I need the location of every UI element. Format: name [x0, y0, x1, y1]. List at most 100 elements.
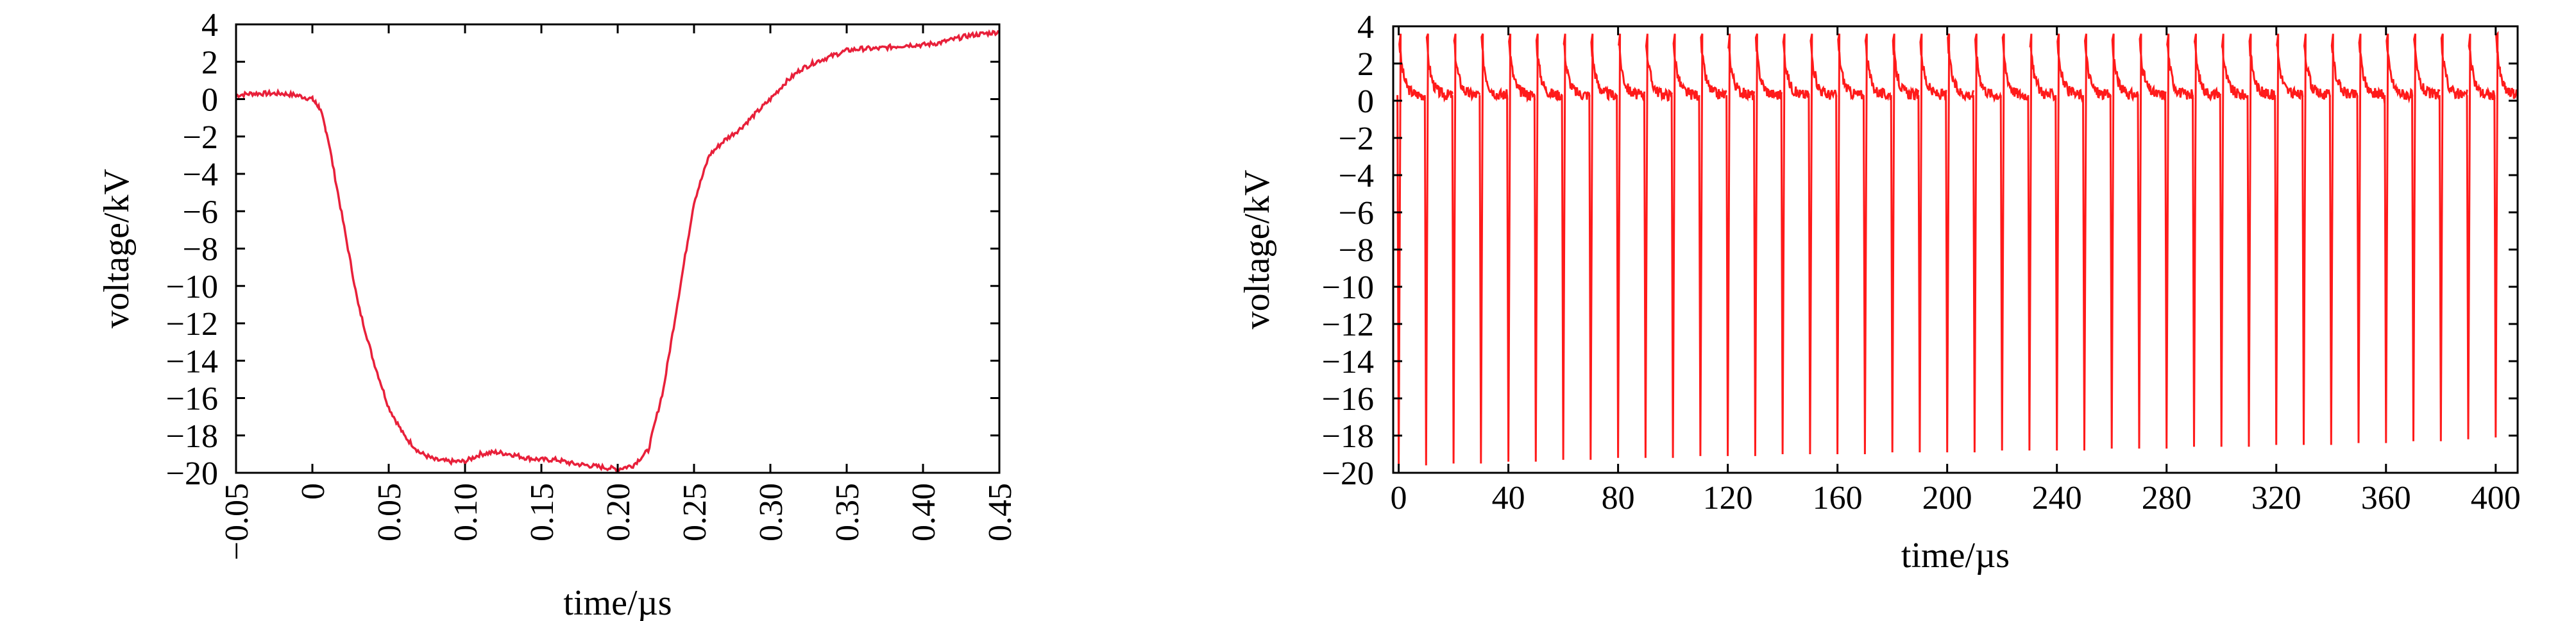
- pulse-spike: [1451, 33, 1481, 464]
- x-tick-label: 280: [2142, 480, 2192, 516]
- pulse-spike: [2082, 33, 2112, 451]
- pulse-spike: [1698, 33, 1727, 456]
- pulse-spike: [2328, 33, 2359, 445]
- left-x-tick-labels: −0.05 0 0.05 0.10 0.15 0.20 0.25 0.30 0.35 0.40 0.…: [219, 483, 1019, 560]
- y-tick-label: 2: [1357, 46, 1374, 83]
- y-tick-label: −4: [183, 157, 218, 193]
- pulse-spike: [2384, 33, 2414, 443]
- pulse-spike: [2301, 33, 2331, 445]
- pulse-spike: [1561, 33, 1591, 460]
- pulse-spike: [1945, 33, 1975, 453]
- y-tick-label: −18: [1322, 418, 1374, 455]
- y-tick-label: −14: [166, 343, 218, 380]
- y-tick-label: −8: [183, 232, 218, 268]
- y-tick-label: −20: [166, 455, 218, 492]
- y-tick-label: −8: [1339, 232, 1374, 269]
- y-tick-label: −12: [1322, 307, 1374, 343]
- x-tick-label: 80: [1602, 480, 1635, 516]
- pulse-spike: [1972, 33, 2002, 453]
- y-tick-label: −18: [166, 418, 218, 455]
- y-tick-label: −6: [183, 194, 218, 230]
- y-tick-label: −10: [1322, 269, 1374, 306]
- y-tick-label: −20: [1322, 455, 1374, 492]
- x-tick-label: 320: [2251, 480, 2301, 516]
- x-tick-label: 0.45: [982, 483, 1019, 541]
- pulse-spike: [2192, 33, 2221, 447]
- x-tick-label: 0.40: [906, 483, 942, 541]
- x-tick-label: 0.35: [829, 483, 866, 541]
- left-plot-frame: [235, 23, 1001, 474]
- y-tick-label: −12: [166, 306, 218, 343]
- pulse-spike: [2246, 33, 2276, 447]
- x-tick-label: 0.20: [600, 483, 637, 541]
- pulse-spike: [2055, 33, 2085, 451]
- pulse-spike: [1999, 33, 2029, 451]
- x-tick-label: 0: [1391, 480, 1407, 516]
- y-tick-label: 0: [1357, 83, 1374, 120]
- pulse-spike: [2219, 33, 2249, 447]
- x-tick-label: 200: [1922, 480, 1972, 516]
- right-y-axis-title: voltage/kV: [1237, 170, 1277, 330]
- pulse-spike: [1780, 33, 1810, 455]
- pulse-spike: [2164, 33, 2194, 449]
- right-y-tick-labels: 420−2−4−6−8−10−12−14−16−18−20: [1322, 9, 1374, 492]
- pulse-spike: [1725, 33, 1756, 456]
- x-tick-label: 0.05: [371, 483, 408, 541]
- y-tick-label: 2: [201, 44, 218, 81]
- pulse-spike: [2493, 31, 2518, 438]
- right-x-tick-labels: 0 40 80 120 160 200 240 280 320 360 400: [1391, 480, 2521, 516]
- pulse-spike: [1670, 33, 1700, 458]
- pulse-spike: [2109, 33, 2139, 449]
- y-tick-label: −2: [183, 119, 218, 156]
- x-tick-label: 40: [1492, 480, 1525, 516]
- x-tick-label: 0.30: [753, 483, 790, 541]
- x-tick-label: 120: [1703, 480, 1753, 516]
- chart-left: 420−2−4−6−8−10−12−14−16−18−20 −0.05 0 0.05…: [97, 7, 1019, 621]
- y-tick-label: −16: [166, 381, 218, 418]
- y-tick-label: −2: [1339, 121, 1374, 157]
- y-tick-label: 4: [201, 7, 218, 44]
- pulse-spike: [2137, 33, 2167, 449]
- pulse-spike: [1616, 33, 1646, 458]
- right-x-axis-title: time/µs: [1901, 536, 2010, 575]
- x-tick-label: 0: [295, 483, 332, 500]
- y-tick-label: −6: [1339, 195, 1374, 232]
- right-tick-marks: [1393, 25, 2518, 474]
- pulse-spike: [2411, 33, 2441, 441]
- x-tick-label: −0.05: [219, 483, 255, 560]
- chart-right: 420−2−4−6−8−10−12−14−16−18−20 0 40 80 120 16…: [1237, 9, 2521, 575]
- x-tick-label: 240: [2032, 480, 2082, 516]
- left-tick-marks: [235, 23, 1001, 474]
- x-tick-label: 160: [1813, 480, 1863, 516]
- y-tick-label: −4: [1339, 158, 1374, 194]
- left-y-tick-labels: 420−2−4−6−8−10−12−14−16−18−20: [166, 7, 218, 492]
- y-tick-label: −14: [1322, 344, 1374, 380]
- x-tick-label: 0.25: [677, 483, 713, 541]
- pulse-spike: [1506, 33, 1536, 462]
- pulse-spike: [2027, 33, 2057, 451]
- y-tick-label: −10: [166, 269, 218, 305]
- left-plot-layer: [235, 29, 1000, 473]
- x-tick-label: 360: [2361, 480, 2411, 516]
- pulse-spike: [1588, 33, 1618, 460]
- pulse-spike: [1890, 33, 1920, 453]
- pulse-spike: [2356, 33, 2386, 443]
- left-y-axis-title: voltage/kV: [97, 169, 137, 328]
- x-tick-label: 0.10: [448, 483, 484, 541]
- pulse-spike: [2274, 33, 2304, 445]
- pulse-spike: [1752, 33, 1783, 456]
- y-tick-label: 0: [201, 82, 218, 119]
- left-x-axis-title: time/µs: [563, 583, 672, 621]
- pulse-spike: [2466, 33, 2496, 439]
- pulse-spike: [1862, 33, 1892, 455]
- pulse-spike: [1423, 33, 1453, 466]
- pulse-spike: [1808, 33, 1838, 455]
- x-tick-label: 400: [2471, 480, 2521, 516]
- pulse-spike: [1917, 33, 1947, 453]
- pulse-spike: [1643, 33, 1673, 458]
- pulse-spike: [1533, 33, 1563, 462]
- y-tick-label: 4: [1357, 9, 1374, 46]
- pulse-spike: [1835, 33, 1865, 455]
- y-tick-label: −16: [1322, 381, 1374, 418]
